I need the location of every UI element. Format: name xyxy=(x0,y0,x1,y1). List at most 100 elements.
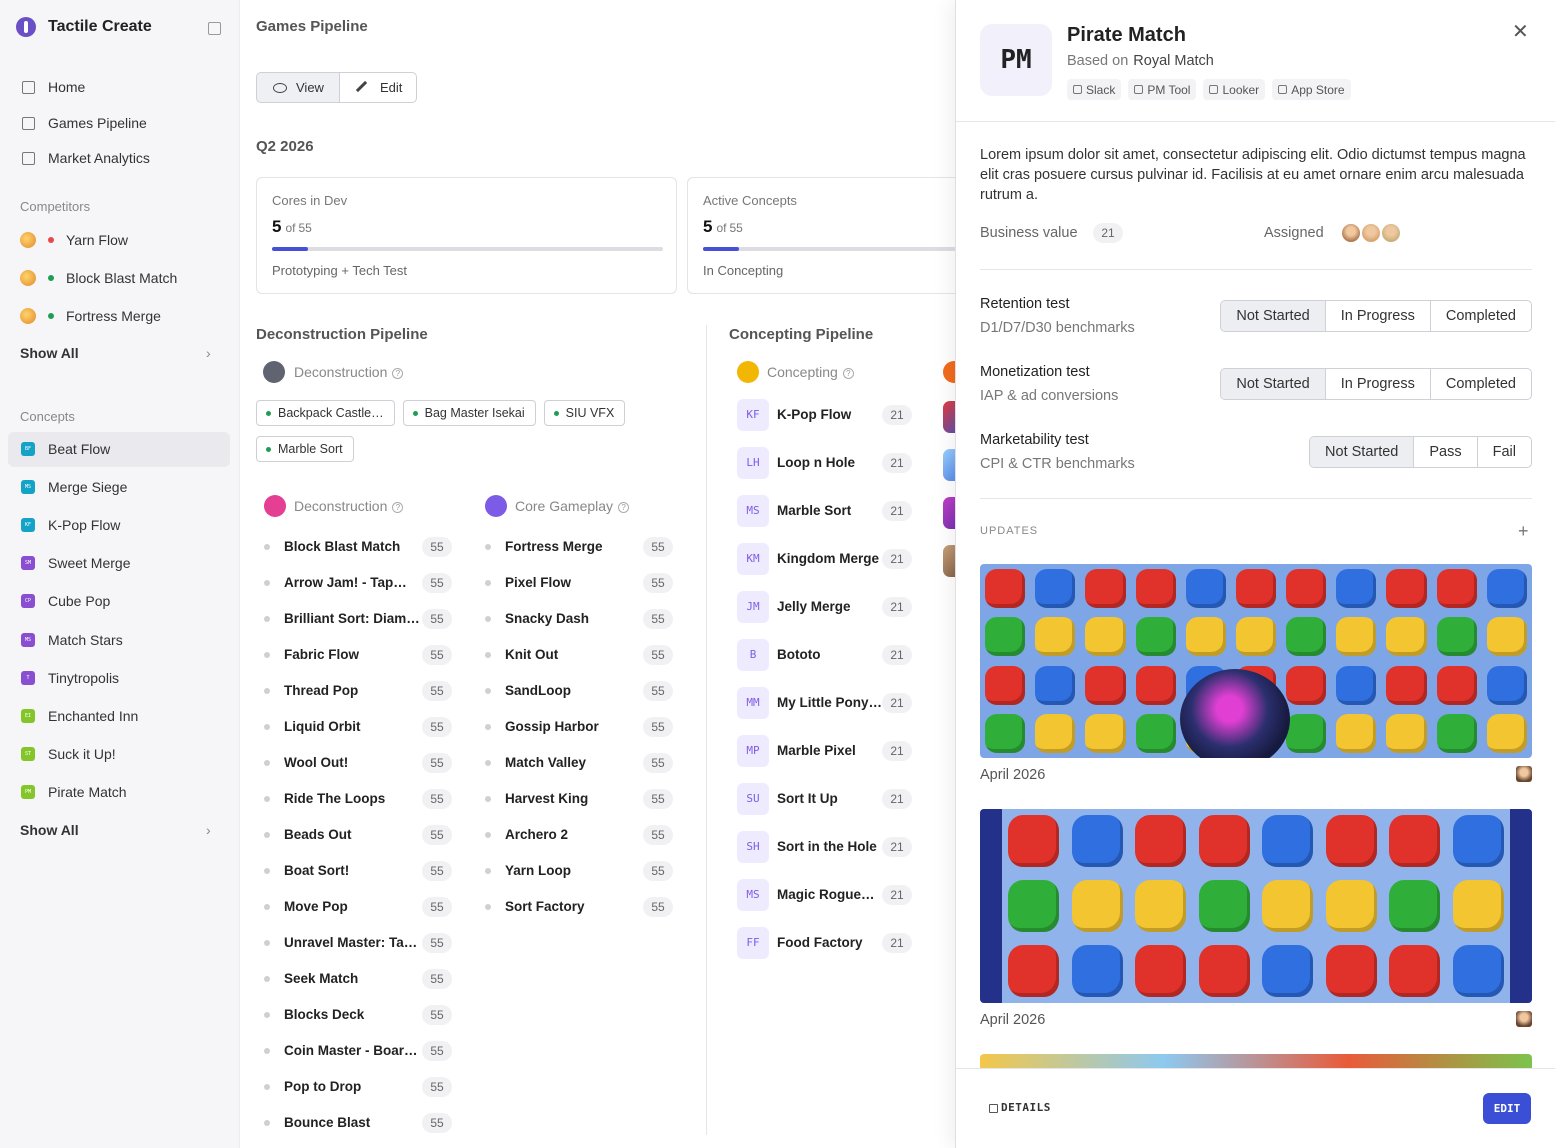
sidebar: Tactile Create Home Games Pipeline Market A… xyxy=(0,0,240,1148)
competitor-item[interactable]: Fortress Merge xyxy=(66,308,161,324)
status-option[interactable]: Fail xyxy=(1476,437,1531,467)
concept-item[interactable]: Sort in the Hole xyxy=(777,839,877,854)
concept-item[interactable]: Suck it Up! xyxy=(48,745,116,762)
list-dot xyxy=(264,796,270,802)
list-item[interactable]: Thread Pop xyxy=(284,683,359,698)
list-item[interactable]: Seek Match xyxy=(284,971,359,986)
list-item[interactable]: Boat Sort! xyxy=(284,863,350,878)
list-item[interactable]: Fortress Merge xyxy=(505,539,603,554)
list-item[interactable]: Liquid Orbit xyxy=(284,719,361,734)
tile xyxy=(1386,665,1427,705)
concept-item[interactable]: Sort It Up xyxy=(777,791,838,806)
concept-badge: MS xyxy=(21,632,35,647)
concept-item[interactable]: Food Factory xyxy=(777,935,863,950)
competitor-item[interactable]: Yarn Flow xyxy=(66,232,128,248)
list-item[interactable]: Coin Master - Boar… xyxy=(284,1043,418,1058)
list-item[interactable]: Snacky Dash xyxy=(505,611,590,626)
chip[interactable]: Bag Master Isekai xyxy=(402,400,536,426)
status-option[interactable]: Pass xyxy=(1413,437,1476,467)
concept-item[interactable]: K-Pop Flow xyxy=(48,517,121,534)
details-button[interactable]: DETAILS xyxy=(1001,1101,1051,1114)
tile xyxy=(1386,714,1427,754)
concept-item[interactable]: Enchanted Inn xyxy=(48,707,139,724)
show-all[interactable]: Show All xyxy=(20,822,79,838)
list-item[interactable]: Beads Out xyxy=(284,827,352,842)
update-date: April 2026 xyxy=(980,1012,1046,1028)
link-chip[interactable]: PM Tool xyxy=(1128,79,1197,100)
list-item[interactable]: Archero 2 xyxy=(505,827,569,842)
list-item[interactable]: Harvest King xyxy=(505,791,589,806)
list-item[interactable]: Yarn Loop xyxy=(505,863,572,878)
concept-item[interactable]: Tinytropolis xyxy=(48,669,120,686)
concept-item[interactable]: Beat Flow xyxy=(48,441,111,457)
concept-item[interactable]: Marble Sort xyxy=(777,503,852,518)
concept-item[interactable]: Jelly Merge xyxy=(777,599,851,614)
list-item[interactable]: Brilliant Sort: Diam… xyxy=(284,611,420,626)
concept-item[interactable]: Bototo xyxy=(777,647,821,662)
list-item[interactable]: Match Valley xyxy=(505,755,587,770)
list-item[interactable]: Blocks Deck xyxy=(284,1007,365,1022)
list-item[interactable]: Move Pop xyxy=(284,899,348,914)
assignee-avatar xyxy=(1360,222,1382,244)
edit-button[interactable] xyxy=(339,72,417,103)
status-option[interactable]: Completed xyxy=(1429,369,1531,399)
tile xyxy=(1198,944,1250,997)
brand: Tactile Create xyxy=(48,18,152,35)
list-item[interactable]: Unravel Master: Ta… xyxy=(284,935,418,950)
list-item[interactable]: Gossip Harbor xyxy=(505,719,599,734)
list-item[interactable]: Sort Factory xyxy=(505,899,585,914)
edit-button[interactable]: EDIT xyxy=(1483,1093,1531,1124)
concept-badge: SM xyxy=(21,556,35,571)
concept-item[interactable]: Sweet Merge xyxy=(48,555,131,572)
concept-item[interactable]: Cube Pop xyxy=(48,593,111,610)
update-image xyxy=(980,809,1532,1003)
list-item[interactable]: Arrow Jam! - Tap… xyxy=(284,575,407,590)
concept-item[interactable]: My Little Pony… xyxy=(777,695,883,710)
status-option[interactable]: Not Started xyxy=(1221,369,1325,399)
list-item[interactable]: Knit Out xyxy=(505,647,559,662)
tile xyxy=(1235,568,1277,608)
link-chip[interactable]: Slack xyxy=(1067,79,1122,100)
list-item[interactable]: Ride The Loops xyxy=(284,791,386,806)
concept-item[interactable]: Marble Pixel xyxy=(777,743,856,758)
link-chip[interactable]: Looker xyxy=(1203,79,1266,100)
add-button[interactable]: + xyxy=(1518,521,1529,541)
concept-item[interactable]: Kingdom Merge xyxy=(777,551,880,566)
status-option[interactable]: In Progress xyxy=(1324,301,1430,331)
list-dot xyxy=(264,868,270,874)
concept-item[interactable]: Magic Rogue… xyxy=(777,887,875,902)
status-option[interactable]: Completed xyxy=(1429,301,1531,331)
concept-item[interactable]: Loop n Hole xyxy=(777,455,855,470)
nav-item[interactable]: Market Analytics xyxy=(48,150,150,166)
chip-dot xyxy=(266,410,271,416)
list-item[interactable]: Wool Out! xyxy=(284,755,349,770)
chip[interactable]: SIU VFX xyxy=(543,400,626,426)
link-chip[interactable]: App Store xyxy=(1272,79,1351,100)
competitor-icon xyxy=(20,232,36,248)
tile xyxy=(1035,568,1076,608)
tile xyxy=(1486,568,1527,608)
count-pill: 55 xyxy=(643,897,673,917)
concept-item[interactable]: Match Stars xyxy=(48,631,123,648)
list-item[interactable]: Pixel Flow xyxy=(505,575,572,590)
nav-item[interactable]: Home xyxy=(48,79,86,95)
competitor-item[interactable]: Block Blast Match xyxy=(66,270,178,286)
list-dot xyxy=(264,544,270,550)
chip[interactable]: Marble Sort xyxy=(256,436,354,462)
concept-item[interactable]: Pirate Match xyxy=(48,783,127,800)
status-option[interactable]: Not Started xyxy=(1221,301,1325,331)
concept-item[interactable]: Merge Siege xyxy=(48,479,128,496)
list-item[interactable]: Pop to Drop xyxy=(284,1079,362,1094)
list-item[interactable]: Block Blast Match xyxy=(284,539,401,554)
nav-item[interactable]: Games Pipeline xyxy=(48,114,147,131)
list-item[interactable]: SandLoop xyxy=(505,683,571,698)
tile xyxy=(1452,815,1504,868)
list-item[interactable]: Fabric Flow xyxy=(284,647,360,662)
list-item[interactable]: Bounce Blast xyxy=(284,1115,371,1130)
status-option[interactable]: In Progress xyxy=(1324,369,1430,399)
chip[interactable]: Backpack Castle… xyxy=(256,400,395,426)
status-option[interactable]: Not Started xyxy=(1310,437,1414,467)
show-all[interactable]: Show All xyxy=(20,345,79,361)
concept-item[interactable]: K-Pop Flow xyxy=(777,407,852,422)
close-button[interactable]: ✕ xyxy=(1512,21,1529,43)
